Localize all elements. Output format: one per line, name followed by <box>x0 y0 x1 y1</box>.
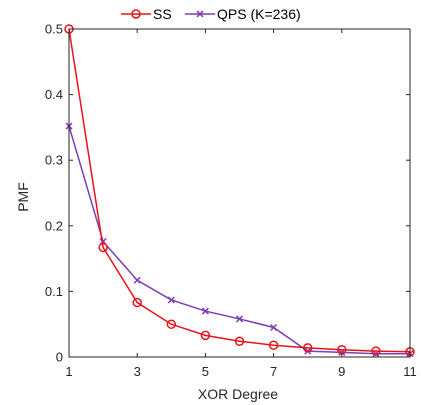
y-tick-label: 0.1 <box>45 284 63 299</box>
x-tick-label: 3 <box>134 364 141 379</box>
series-line-ss <box>68 28 411 353</box>
data-point-ss <box>268 340 279 350</box>
data-point-ss <box>166 319 177 329</box>
series-ss <box>64 24 415 357</box>
y-tick-label: 0.2 <box>45 218 63 233</box>
data-point-ss <box>302 343 313 353</box>
y-tick-label: 0.3 <box>45 153 63 168</box>
legend-marker-qps <box>196 10 204 18</box>
data-point-qps <box>270 323 278 332</box>
marker-stroke <box>196 10 204 18</box>
axes: 0 0.1 0.2 0.3 0.4 0.5 1 3 5 7 9 11 <box>45 22 417 380</box>
legend-label-ss: SS <box>153 6 172 22</box>
marker-stroke <box>270 323 278 332</box>
legend: SS QPS (K=236) <box>121 6 301 22</box>
marker-stroke <box>235 315 244 323</box>
series-qps <box>65 122 414 358</box>
data-point-ss <box>371 346 381 356</box>
x-tick-label: 7 <box>270 364 277 379</box>
x-tick-label: 9 <box>338 364 345 379</box>
data-point-ss <box>132 297 142 308</box>
x-tick-label: 11 <box>403 364 417 379</box>
data-point-qps <box>235 315 244 323</box>
data-point-ss <box>98 242 108 253</box>
data-point-qps <box>133 276 141 284</box>
plot-area <box>64 24 415 358</box>
data-point-qps <box>167 296 175 304</box>
y-tick-label: 0 <box>56 350 63 365</box>
data-point-qps <box>201 307 209 315</box>
x-tick-label: 5 <box>202 364 209 379</box>
legend-marker-ss <box>131 9 141 19</box>
y-tick-label: 0.4 <box>45 87 63 102</box>
marker-stroke <box>201 307 209 315</box>
y-axis-label: PMF <box>15 182 31 212</box>
data-point-ss <box>200 330 211 341</box>
legend-item-qps: QPS (K=236) <box>185 6 301 22</box>
legend-label-qps: QPS (K=236) <box>217 6 301 22</box>
x-tick-label: 1 <box>65 364 72 379</box>
data-point-ss <box>234 336 245 347</box>
legend-item-ss: SS <box>121 6 172 22</box>
marker-stroke <box>167 296 175 304</box>
x-axis-label: XOR Degree <box>198 386 278 402</box>
marker-stroke <box>133 276 141 284</box>
axes-box <box>68 28 411 358</box>
y-tick-label: 0.5 <box>45 22 63 37</box>
